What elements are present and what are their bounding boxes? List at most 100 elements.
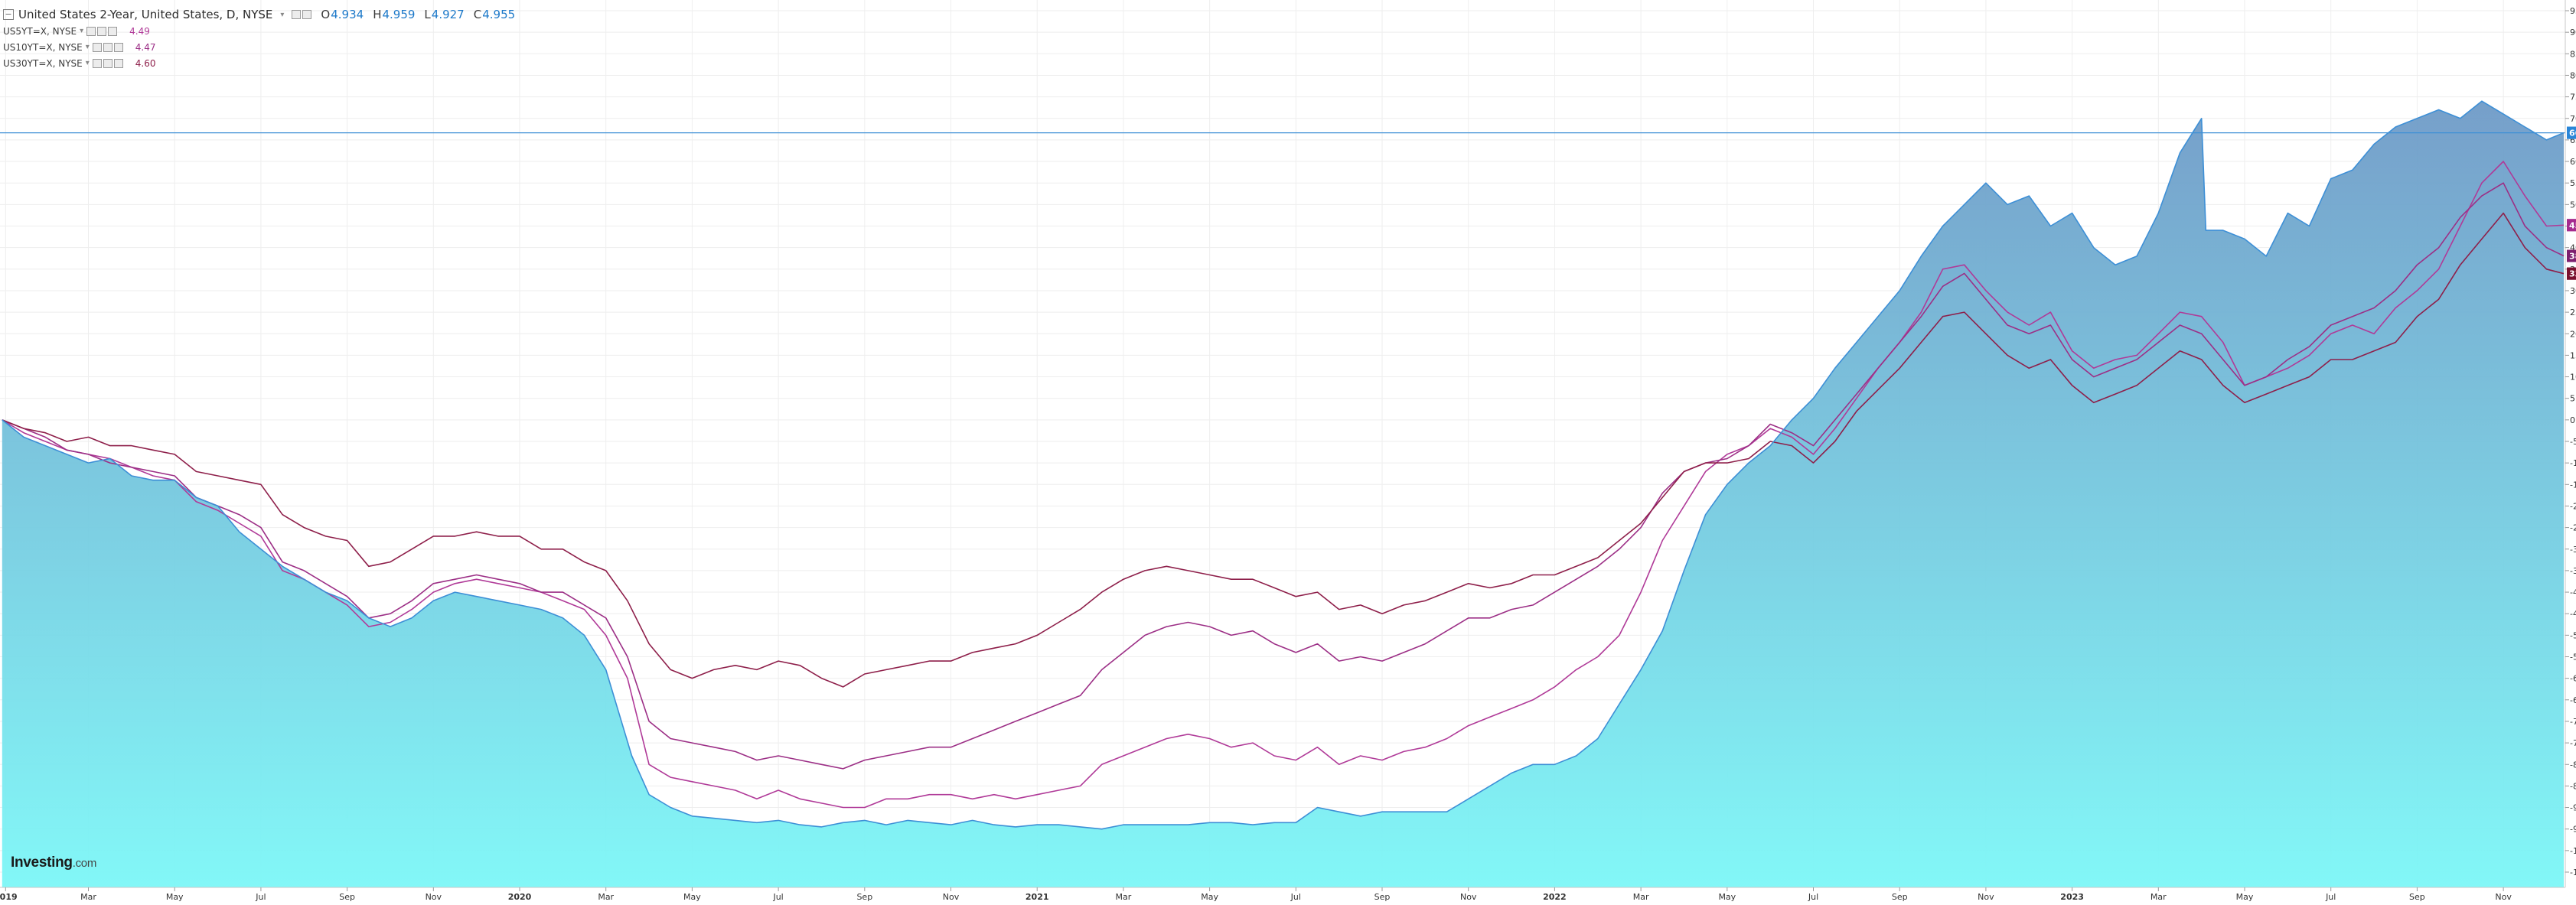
remove-series-icon[interactable]: [113, 42, 123, 52]
x-tick-label: May: [2236, 892, 2254, 902]
y-tick-label: 80.00%: [2570, 70, 2576, 80]
time-axis[interactable]: 2019 Mar May Jul Sep Nov 2020 Mar May Jul Sep Nov 20…: [0, 887, 2565, 905]
chevron-down-icon[interactable]: ▾: [85, 43, 90, 51]
y-tick-label: -50.00%: [2570, 630, 2576, 640]
y-tick-label: 5.00%: [2570, 394, 2576, 404]
y-tick-label: -70.00%: [2570, 717, 2576, 727]
price-badge: [2567, 267, 2576, 280]
overlay-label[interactable]: US30YT=X, NYSE: [3, 57, 83, 69]
investing-logo: Investing.com: [11, 855, 97, 871]
x-tick-label: Nov: [2495, 892, 2512, 902]
x-tick-label: Nov: [426, 892, 442, 902]
x-tick-label: May: [1201, 892, 1218, 902]
y-tick-label: -20.00%: [2570, 501, 2576, 511]
x-tick-label: Sep: [1374, 892, 1391, 902]
main-series-buttons: [292, 10, 312, 19]
series-line-us2y: [2, 100, 2565, 830]
chevron-down-icon[interactable]: ▾: [85, 59, 90, 67]
settings-icon[interactable]: [302, 10, 312, 19]
remove-series-icon[interactable]: [113, 58, 123, 68]
remove-series-icon[interactable]: [108, 26, 118, 36]
hide-series-icon[interactable]: [92, 58, 102, 68]
y-tick-label: 65.00%: [2570, 135, 2576, 145]
overlay-label[interactable]: US10YT=X, NYSE: [3, 41, 83, 53]
y-tick-label: -90.00%: [2570, 803, 2576, 813]
x-tick-label: Nov: [943, 892, 960, 902]
y-tick-label: 20.00%: [2570, 329, 2576, 339]
x-tick-label: 2022: [1543, 892, 1567, 902]
y-tick-label: -80.00%: [2570, 760, 2576, 770]
y-tick-label: 55.00%: [2570, 178, 2576, 188]
series-area-us2y: [2, 101, 2564, 888]
collapse-legend-icon[interactable]: −: [3, 9, 14, 20]
y-tick-label: 25.00%: [2570, 308, 2576, 317]
y-tick-label: -60.00%: [2570, 674, 2576, 684]
overlay-value: 4.49: [129, 25, 150, 37]
main-symbol-title[interactable]: United States 2-Year, United States, D, …: [18, 8, 273, 21]
hide-series-icon[interactable]: [292, 10, 302, 19]
overlay-buttons: [86, 26, 118, 36]
y-tick-label: -5.00%: [2570, 437, 2576, 447]
low-value: L4.927: [424, 8, 465, 21]
y-tick-label: 75.00%: [2570, 93, 2576, 103]
y-tick-label: 0.00%: [2570, 415, 2576, 425]
x-tick-label: Mar: [80, 892, 96, 902]
overlay-label[interactable]: US5YT=X, NYSE: [3, 25, 77, 37]
x-tick-label: 2019: [0, 892, 18, 902]
open-value: O4.934: [321, 8, 364, 21]
x-tick-label: Mar: [2150, 892, 2167, 902]
x-tick-label: Sep: [856, 892, 872, 902]
settings-icon[interactable]: [103, 42, 112, 52]
x-tick-label: Sep: [339, 892, 355, 902]
x-tick-label: Mar: [1116, 892, 1132, 902]
y-tick-label: -15.00%: [2570, 480, 2576, 490]
x-tick-label: 2020: [508, 892, 532, 902]
x-tick-label: Mar: [1633, 892, 1649, 902]
x-tick-label: Jul: [2325, 892, 2336, 902]
main-area-layer: [2, 101, 2564, 888]
y-tick-label: 10.00%: [2570, 373, 2576, 383]
y-tick-label: 70.00%: [2570, 114, 2576, 124]
close-value: C4.955: [473, 8, 516, 21]
y-tick-label: 85.00%: [2570, 49, 2576, 59]
settings-icon[interactable]: [97, 26, 107, 36]
y-tick-label: 90.00%: [2570, 28, 2576, 37]
series-line-overlay-0: [2, 161, 2565, 809]
x-tick-label: Sep: [1892, 892, 1908, 902]
y-tick-label: -35.00%: [2570, 566, 2576, 576]
hide-series-icon[interactable]: [86, 26, 96, 36]
y-tick-label: -75.00%: [2570, 738, 2576, 748]
overlay-value: 4.47: [135, 41, 156, 53]
high-value: H4.959: [373, 8, 416, 21]
x-tick-label: 2023: [2060, 892, 2084, 902]
chevron-down-icon[interactable]: ▾: [80, 27, 84, 35]
overlay-value: 4.60: [135, 57, 156, 69]
price-badge-label: 45.22%: [2569, 220, 2576, 230]
legend-overlay-row-us5y: US5YT=X, NYSE ▾ 4.49: [3, 23, 520, 39]
time-axis-bg: [0, 887, 2565, 905]
y-tick-label: -100.00%: [2570, 846, 2576, 856]
x-tick-label: Mar: [598, 892, 614, 902]
x-tick-label: Sep: [2409, 892, 2425, 902]
x-tick-label: May: [166, 892, 184, 902]
price-badge: [2567, 249, 2576, 262]
settings-icon[interactable]: [103, 58, 112, 68]
y-tick-label: 95.00%: [2570, 6, 2576, 16]
price-badge-label: 38.07%: [2569, 252, 2576, 262]
x-tick-label: May: [683, 892, 701, 902]
y-tick-label: -95.00%: [2570, 825, 2576, 835]
x-tick-label: Jul: [772, 892, 783, 902]
chart-legend: − United States 2-Year, United States, D…: [3, 6, 520, 71]
x-tick-label: May: [1718, 892, 1736, 902]
x-tick-label: Nov: [1978, 892, 1994, 902]
x-tick-label: Jul: [255, 892, 266, 902]
price-badge: [2567, 126, 2576, 139]
y-tick-label: -65.00%: [2570, 695, 2576, 705]
legend-main-row: − United States 2-Year, United States, D…: [3, 6, 520, 23]
chevron-down-icon[interactable]: ▾: [280, 10, 285, 19]
series-lines-layer: [2, 100, 2565, 830]
hide-series-icon[interactable]: [92, 42, 102, 52]
x-tick-label: Jul: [1290, 892, 1301, 902]
legend-overlay-row-us10y: US10YT=X, NYSE ▾ 4.47: [3, 39, 520, 55]
